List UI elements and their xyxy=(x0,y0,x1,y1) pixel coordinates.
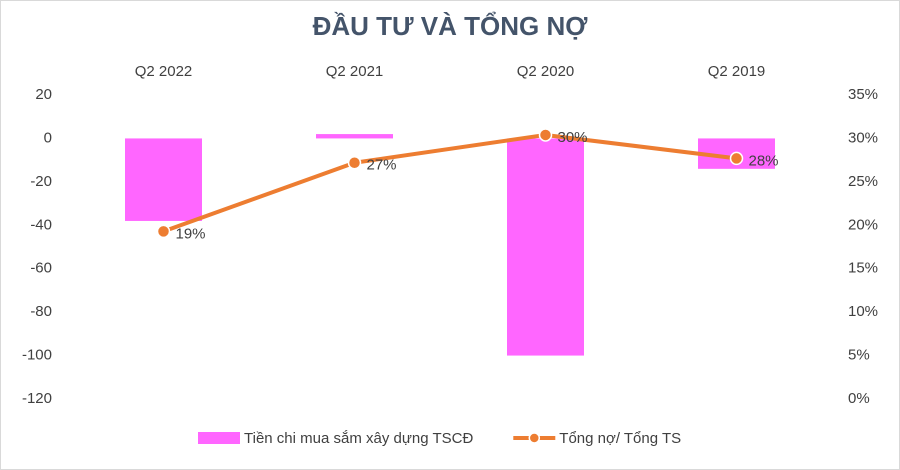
legend-label: Tiền chi mua sắm xây dựng TSCĐ xyxy=(244,430,473,447)
x-tick-label: Q2 2020 xyxy=(517,63,575,80)
bar xyxy=(125,138,202,221)
y-tick-label: -60 xyxy=(30,260,52,277)
y-tick-label: 20 xyxy=(35,86,52,103)
line-marker xyxy=(347,155,362,170)
y2-tick-label: 5% xyxy=(848,347,870,364)
bar xyxy=(316,134,393,139)
line-marker xyxy=(729,151,744,166)
y-tick-label: -80 xyxy=(30,303,52,320)
x-tick-label: Q2 2019 xyxy=(708,63,766,80)
y2-tick-label: 35% xyxy=(848,86,878,103)
y2-tick-label: 15% xyxy=(848,260,878,277)
line-marker xyxy=(156,224,171,239)
legend-marker xyxy=(528,432,541,444)
data-label: 30% xyxy=(558,129,588,146)
legend-swatch xyxy=(198,432,240,444)
y-tick-label: -100 xyxy=(22,347,52,364)
y2-tick-label: 20% xyxy=(848,216,878,233)
x-tick-label: Q2 2021 xyxy=(326,63,384,80)
data-label: 28% xyxy=(749,152,779,169)
y-tick-label: -40 xyxy=(30,216,52,233)
y2-tick-label: 10% xyxy=(848,303,878,320)
y2-tick-label: 0% xyxy=(848,390,870,407)
x-tick-label: Q2 2022 xyxy=(135,63,193,80)
bar xyxy=(507,138,584,356)
line xyxy=(162,132,737,234)
data-label: 27% xyxy=(367,157,397,174)
line-marker xyxy=(538,128,553,142)
y-tick-label: 0 xyxy=(44,129,52,146)
data-label: 19% xyxy=(176,225,206,242)
y2-tick-label: 30% xyxy=(848,129,878,146)
y-tick-label: -20 xyxy=(30,173,52,190)
y2-tick-label: 25% xyxy=(848,173,878,190)
chart-title: ĐẦU TƯ VÀ TỔNG NỢ xyxy=(313,11,589,41)
legend-label: Tổng nợ/ Tổng TS xyxy=(559,430,681,447)
y-tick-label: -120 xyxy=(22,390,52,407)
